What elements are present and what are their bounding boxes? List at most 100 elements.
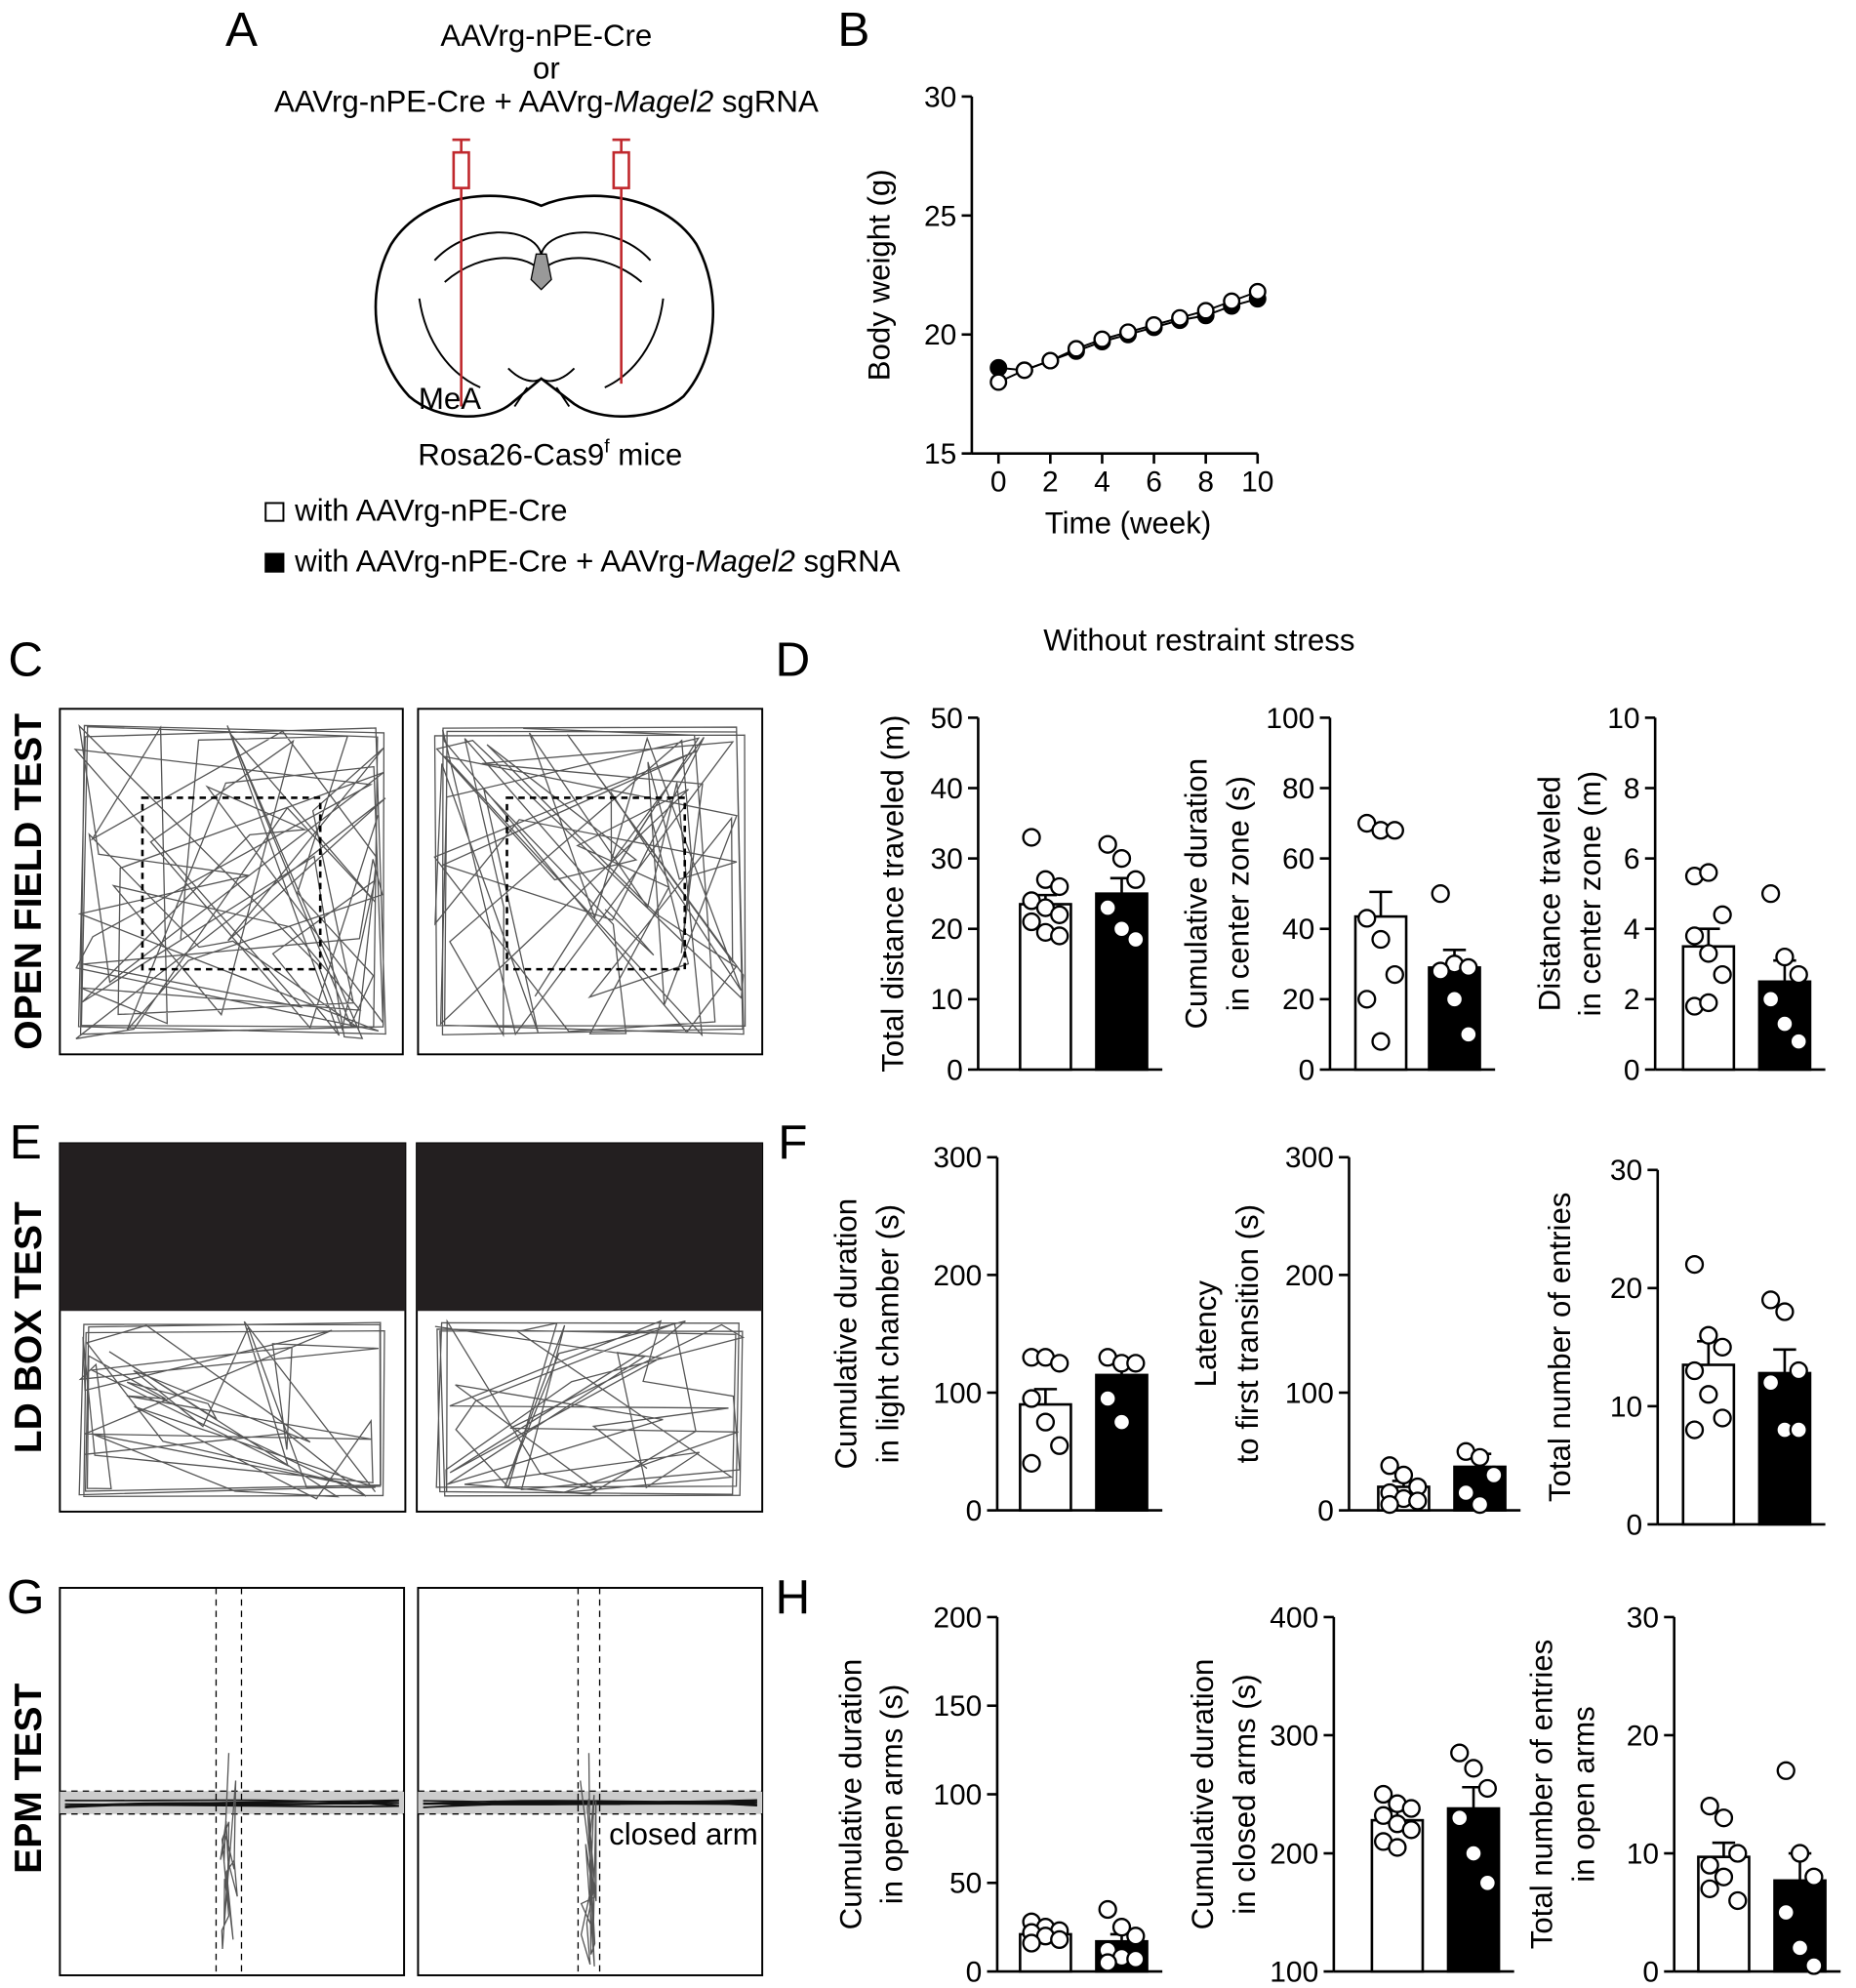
- y-axis-label: Cumulative duration: [1186, 1659, 1220, 1930]
- y-tick-label: 60: [1282, 843, 1314, 875]
- mouse-label-part: mice: [610, 437, 683, 471]
- injection-label: AAVrg-nPE-Cre: [440, 19, 652, 53]
- y-tick-label: 200: [933, 1260, 982, 1292]
- y-tick-label: 20: [1610, 1273, 1642, 1305]
- y-tick-label: 100: [933, 1779, 982, 1811]
- series-point: [1223, 292, 1241, 310]
- dark-chamber: [417, 1143, 763, 1312]
- data-point: [1050, 1436, 1069, 1455]
- data-point: [1022, 828, 1041, 847]
- epm-annotation: closed arm: [609, 1817, 758, 1851]
- y-tick-label: 4: [1624, 913, 1640, 946]
- x-tick-label: 4: [1094, 467, 1110, 499]
- trajectory: [580, 1753, 597, 1967]
- trajectory: [64, 1799, 399, 1808]
- dark-chamber: [60, 1143, 406, 1312]
- y-tick-label: 20: [1282, 984, 1314, 1016]
- data-point: [1699, 993, 1718, 1013]
- data-point: [1371, 929, 1391, 950]
- injection-label-part: Magel2: [614, 85, 713, 119]
- data-point: [1699, 1325, 1718, 1345]
- trajectory: [220, 1753, 238, 1950]
- data-point: [1022, 1453, 1041, 1473]
- bar: [1757, 1371, 1812, 1526]
- data-point: [1804, 1956, 1824, 1975]
- y-tick-label: 6: [1624, 843, 1640, 875]
- data-point: [1760, 884, 1781, 904]
- panel-label: D: [776, 632, 811, 686]
- y-tick-label: 20: [1627, 1720, 1659, 1752]
- y-tick-label: 100: [1266, 703, 1314, 735]
- y-tick-label: 0: [1624, 1054, 1640, 1086]
- decorations: [59, 138, 764, 1976]
- data-point: [1050, 926, 1069, 946]
- data-point: [1371, 1032, 1391, 1051]
- data-point: [1401, 1799, 1421, 1818]
- legend-label-part: Magel2: [695, 545, 794, 579]
- y-tick-label: 400: [1270, 1602, 1318, 1634]
- y-axis-label: in center zone (m): [1573, 771, 1607, 1017]
- data-point: [1789, 1420, 1808, 1440]
- data-point: [1789, 1032, 1808, 1051]
- y-axis-label: Total number of entries: [1543, 1193, 1577, 1503]
- panel-label: A: [225, 3, 258, 57]
- syringe: [452, 138, 630, 407]
- data-point: [1050, 1354, 1069, 1373]
- y-axis-label: to first transition (s): [1231, 1204, 1265, 1463]
- data-point: [1401, 1820, 1421, 1840]
- data-point: [1776, 1761, 1795, 1780]
- data-point: [1035, 1412, 1056, 1432]
- data-point: [1050, 1929, 1069, 1950]
- trajectory: [435, 1321, 744, 1497]
- panel-label: F: [778, 1116, 807, 1169]
- y-tick-label: 200: [933, 1602, 982, 1634]
- y-tick-label: 10: [1627, 1838, 1659, 1870]
- y-tick-label: 25: [924, 200, 956, 232]
- data-point: [1357, 909, 1377, 928]
- y-axis-label: Body weight (g): [862, 169, 896, 381]
- data-point: [1098, 1389, 1117, 1408]
- data-point: [1450, 1808, 1470, 1828]
- y-axis-label: in light chamber (s): [870, 1204, 905, 1463]
- bar: [1428, 966, 1481, 1072]
- data-point: [1126, 1927, 1146, 1946]
- y-axis-label: Cumulative duration: [828, 1198, 863, 1470]
- data-point: [1700, 1879, 1719, 1898]
- mouse-label: Rosa26-Cas9f mice: [418, 435, 682, 471]
- region-label: MeA: [419, 382, 481, 416]
- injection-label-part: AAVrg-nPE-Cre + AAVrg-: [274, 85, 614, 119]
- injection-label: AAVrg-nPE-Cre + AAVrg-Magel2 sgRNA: [274, 85, 819, 119]
- data-point: [1700, 1855, 1719, 1875]
- data-point: [1111, 1412, 1132, 1432]
- legend-label-part: with AAVrg-nPE-Cre: [294, 494, 567, 528]
- series-point: [1041, 351, 1060, 370]
- trajectory: [433, 726, 746, 1035]
- mouse-label-part: Rosa26-Cas9: [418, 437, 604, 471]
- bar: [1095, 892, 1149, 1072]
- y-tick-label: 30: [930, 843, 962, 875]
- data-point: [1464, 1844, 1483, 1863]
- y-tick-label: 300: [1285, 1142, 1334, 1174]
- y-tick-label: 10: [1610, 1391, 1642, 1423]
- data-point: [1700, 1796, 1719, 1816]
- legend-label-part: with AAVrg-nPE-Cre + AAVrg-: [294, 545, 695, 579]
- legend-label: with AAVrg-nPE-Cre + AAVrg-Magel2 sgRNA: [294, 545, 900, 579]
- legend-swatch: [264, 552, 285, 573]
- legend-swatch: [264, 502, 285, 522]
- data-point: [1477, 1873, 1497, 1892]
- section-title: Without restraint stress: [1043, 623, 1354, 657]
- data-point: [1714, 1867, 1734, 1887]
- y-tick-label: 0: [966, 1495, 983, 1527]
- data-point: [1373, 1784, 1393, 1805]
- data-point: [1684, 1254, 1705, 1275]
- y-tick-label: 8: [1624, 773, 1640, 805]
- legend-label: with AAVrg-nPE-Cre: [294, 494, 567, 528]
- y-tick-label: 30: [1610, 1155, 1642, 1187]
- data-point: [1385, 964, 1404, 985]
- data-point: [1126, 929, 1146, 950]
- data-point: [1789, 1360, 1808, 1381]
- data-point: [1699, 863, 1718, 882]
- data-point: [1126, 870, 1146, 889]
